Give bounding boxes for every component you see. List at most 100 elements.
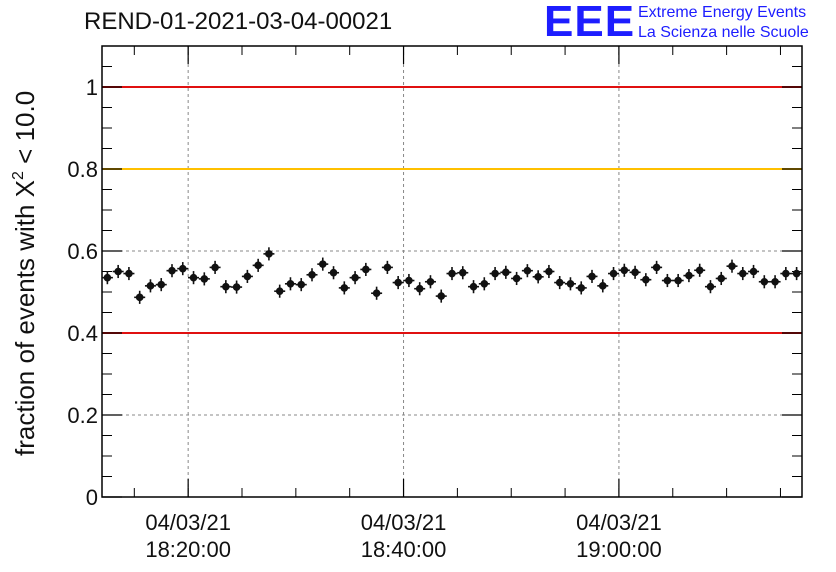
- point-marker: [491, 269, 499, 278]
- data-point: [381, 260, 393, 274]
- y-axis-title-chi: X: [10, 180, 40, 197]
- data-point: [683, 269, 695, 283]
- point-marker: [598, 282, 607, 290]
- data-point: [500, 265, 512, 279]
- data-point: [317, 257, 329, 271]
- data-point: [511, 271, 523, 286]
- y-tick-label: 0.4: [67, 321, 98, 346]
- point-marker: [588, 272, 596, 281]
- data-point: [543, 264, 555, 279]
- logo-mark: EEE: [544, 0, 636, 46]
- point-marker: [480, 280, 489, 288]
- point-marker: [469, 282, 478, 291]
- point-marker: [620, 266, 629, 275]
- data-point: [446, 266, 458, 281]
- data-point: [618, 263, 630, 277]
- y-tick-label: 0: [86, 485, 98, 510]
- point-marker: [749, 267, 758, 276]
- point-marker: [318, 260, 327, 268]
- data-point: [155, 278, 167, 292]
- point-marker: [125, 269, 133, 278]
- data-point: [629, 265, 641, 279]
- data-point: [704, 280, 716, 294]
- point-marker: [211, 263, 219, 272]
- data-point: [220, 280, 232, 294]
- data-point: [198, 272, 210, 286]
- point-marker: [792, 269, 801, 278]
- point-marker: [706, 282, 715, 291]
- point-marker: [146, 282, 155, 290]
- point-marker: [168, 266, 176, 275]
- data-point: [640, 273, 652, 287]
- point-marker: [437, 292, 446, 300]
- point-marker: [135, 293, 144, 302]
- point-marker: [394, 278, 402, 287]
- point-marker: [426, 277, 435, 286]
- point-marker: [577, 284, 586, 292]
- data-point: [748, 264, 760, 279]
- data-point: [575, 281, 587, 295]
- point-marker: [685, 271, 693, 280]
- y-tick-label: 0.6: [67, 239, 98, 264]
- point-marker: [405, 276, 413, 285]
- x-tick-date: 04/03/21: [361, 510, 447, 535]
- point-marker: [652, 263, 661, 272]
- data-point: [123, 266, 135, 281]
- data-point: [521, 264, 533, 278]
- data-point: [274, 284, 286, 298]
- data-point: [403, 273, 415, 288]
- x-tick-date: 04/03/21: [576, 510, 662, 535]
- data-point: [263, 247, 275, 261]
- point-marker: [308, 270, 316, 279]
- data-point: [144, 279, 156, 293]
- data-point: [597, 279, 609, 293]
- point-marker: [103, 273, 112, 282]
- data-point: [468, 280, 480, 294]
- data-point: [414, 282, 426, 296]
- data-point: [489, 266, 501, 281]
- y-tick-label: 0.2: [67, 403, 98, 428]
- data-point: [694, 263, 706, 277]
- data-point: [791, 266, 803, 281]
- y-axis-title: fraction of events with X2 < 10.0: [10, 91, 40, 456]
- point-marker: [372, 289, 381, 298]
- data-point: [134, 290, 146, 304]
- point-marker: [458, 268, 467, 277]
- point-marker: [663, 276, 672, 285]
- point-marker: [545, 267, 553, 276]
- data-point: [769, 275, 781, 289]
- data-point: [726, 259, 738, 273]
- data-point: [586, 269, 598, 283]
- data-point: [435, 289, 447, 303]
- point-marker: [760, 277, 769, 286]
- point-marker: [157, 280, 166, 289]
- point-marker: [534, 273, 542, 281]
- point-marker: [297, 280, 306, 289]
- data-point: [338, 281, 350, 295]
- point-marker: [243, 272, 252, 281]
- point-marker: [738, 269, 747, 278]
- x-tick-time: 18:20:00: [145, 537, 231, 562]
- data-point: [360, 262, 372, 277]
- point-marker: [771, 277, 779, 286]
- y-axis-title-sup: 2: [10, 171, 27, 180]
- point-marker: [728, 262, 736, 270]
- axis-ticks: [102, 45, 802, 498]
- point-marker: [695, 266, 704, 275]
- point-marker: [189, 273, 198, 282]
- x-tick-time: 19:00:00: [576, 537, 662, 562]
- eee-logo: EEE Extreme Energy Events La Scienza nel…: [544, 0, 834, 46]
- data-point: [284, 277, 296, 291]
- point-marker: [200, 275, 209, 283]
- data-point: [166, 264, 178, 278]
- data-point: [177, 262, 189, 276]
- data-point: [295, 278, 307, 292]
- y-axis-title-suffix: < 10.0: [10, 91, 40, 171]
- data-point: [715, 271, 727, 286]
- data-point: [564, 277, 576, 291]
- point-marker: [114, 267, 122, 276]
- x-tick-time: 18:40:00: [361, 537, 447, 562]
- point-marker: [717, 274, 726, 283]
- point-marker: [351, 273, 359, 282]
